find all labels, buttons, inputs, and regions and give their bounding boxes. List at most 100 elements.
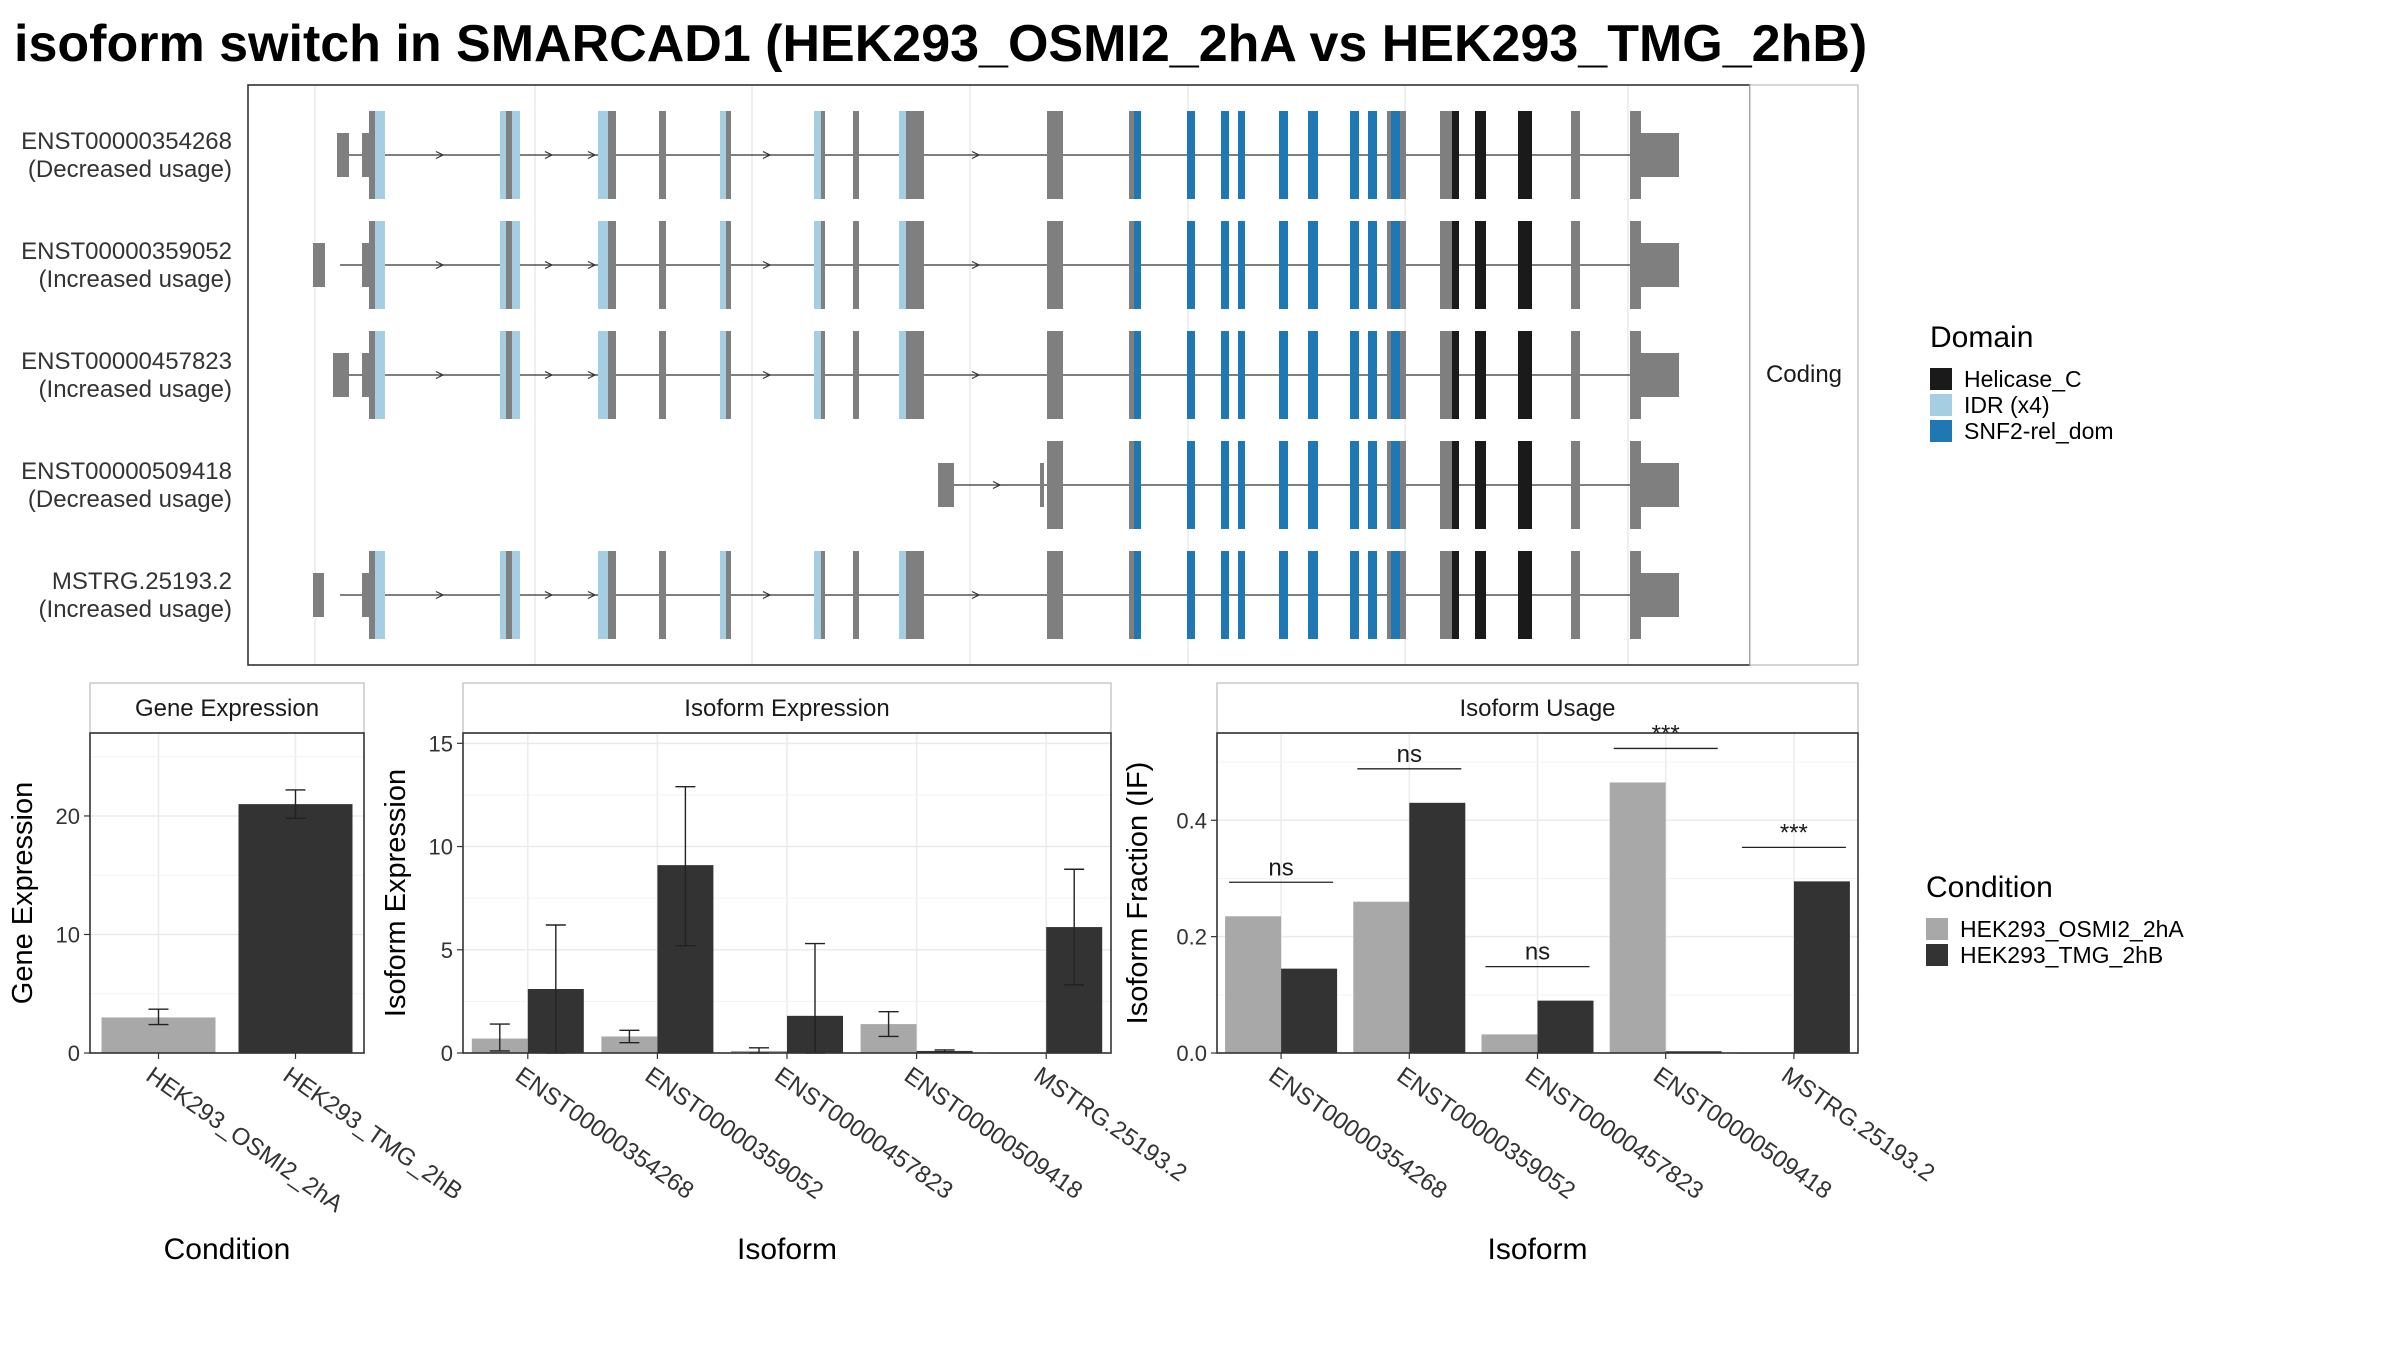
y-tick-label: 0.4 (1176, 808, 1207, 833)
coding-exon (1571, 551, 1580, 639)
coding-exon (821, 111, 825, 199)
coding-exon (1308, 551, 1318, 639)
direction-arrow (762, 370, 772, 380)
domain-legend-label: IDR (x4) (1964, 392, 2050, 418)
coding-exon (906, 331, 924, 419)
y-tick-label: 0 (441, 1041, 453, 1066)
y-tick-label: 10 (56, 922, 80, 947)
coding-exon (1368, 551, 1377, 639)
coding-exon (659, 221, 666, 309)
y-tick-label: 0 (68, 1041, 80, 1066)
coding-exon (1279, 221, 1288, 309)
coding-exon (1518, 331, 1532, 419)
coding-exon (899, 221, 906, 309)
coding-exon (853, 111, 859, 199)
coding-exon (1368, 331, 1377, 419)
coding-exon (1187, 221, 1195, 309)
coding-exon (659, 551, 666, 639)
direction-arrow (544, 370, 554, 380)
coding-exon (1187, 111, 1195, 199)
coding-exon (1350, 551, 1359, 639)
utr-exon (1641, 573, 1679, 617)
coding-exon (1238, 441, 1245, 529)
bar (238, 804, 353, 1053)
x-axis-title: Condition (164, 1233, 291, 1266)
transcript-track (938, 441, 1679, 529)
utr-exon (333, 353, 349, 397)
direction-arrow (587, 370, 597, 380)
y-tick-label: 10 (429, 835, 453, 860)
y-tick-label: 15 (429, 731, 453, 756)
x-axis-title: Isoform (737, 1233, 837, 1266)
coding-exon (375, 111, 385, 199)
panel-title: Isoform Usage (1459, 695, 1615, 722)
coding-exon (1400, 331, 1406, 419)
direction-arrow (587, 260, 597, 270)
coding-exon (1630, 551, 1636, 639)
bar (1537, 1000, 1594, 1053)
coding-exon (821, 221, 825, 309)
coding-exon (659, 331, 666, 419)
coding-exon (1440, 111, 1452, 199)
coding-exon (1400, 221, 1406, 309)
coding-exon (369, 551, 375, 639)
coding-exon (608, 111, 616, 199)
coding-exon (1571, 221, 1580, 309)
coding-exon (1350, 111, 1359, 199)
coding-exon (500, 111, 506, 199)
coding-exon (1047, 221, 1063, 309)
coding-exon (899, 331, 906, 419)
direction-arrow (435, 370, 445, 380)
coding-exon (1391, 221, 1400, 309)
direction-arrow (435, 590, 445, 600)
coding-exon (726, 551, 731, 639)
transcript-track (313, 221, 1679, 309)
coding-exon (1129, 221, 1134, 309)
direction-arrow (762, 150, 772, 160)
bar (1609, 782, 1666, 1053)
coding-exon (720, 331, 726, 419)
coding-exon (1238, 111, 1245, 199)
coding-exon (906, 221, 924, 309)
transcript-usage-label: (Decreased usage) (28, 486, 232, 513)
coding-exon (369, 331, 375, 419)
coding-exon (720, 221, 726, 309)
coding-exon (1400, 441, 1406, 529)
direction-arrow (544, 260, 554, 270)
coding-exon (1238, 551, 1245, 639)
utr-exon (362, 133, 369, 177)
coding-exon (1452, 111, 1459, 199)
coding-exon (1187, 331, 1195, 419)
coding-exon (1440, 441, 1452, 529)
coding-exon (1636, 221, 1641, 309)
utr-exon (1641, 463, 1679, 507)
bar (1481, 1034, 1538, 1053)
domain-legend-swatch (1930, 368, 1952, 390)
coding-exon (1308, 221, 1318, 309)
coding-exon (500, 221, 506, 309)
coding-exon (1368, 221, 1377, 309)
coding-exon (1571, 331, 1580, 419)
domain-legend-title: Domain (1930, 321, 2033, 354)
coding-exon (1387, 331, 1391, 419)
condition-legend-label: HEK293_TMG_2hB (1960, 942, 2163, 968)
coding-exon (500, 551, 506, 639)
panel-title: Isoform Expression (684, 695, 889, 722)
structure-strip (1749, 84, 1859, 666)
utr-exon (362, 573, 369, 617)
utr-exon (337, 133, 349, 177)
coding-exon (1047, 111, 1063, 199)
direction-arrow (544, 590, 554, 600)
transcript-usage-label: (Decreased usage) (28, 156, 232, 183)
coding-exon (1630, 221, 1636, 309)
domain-legend-label: Helicase_C (1964, 366, 2082, 392)
coding-exon (598, 331, 608, 419)
coding-exon (906, 551, 924, 639)
coding-exon (512, 331, 520, 419)
y-axis-title: Gene Expression (7, 782, 39, 1004)
coding-exon (1134, 111, 1141, 199)
panel-border (462, 732, 1112, 1054)
direction-arrow (971, 260, 981, 270)
coding-exon (1047, 441, 1063, 529)
bar (1793, 881, 1850, 1053)
